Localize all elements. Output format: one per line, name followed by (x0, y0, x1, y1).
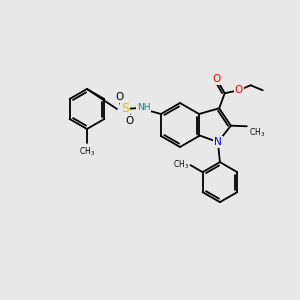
Text: NH: NH (137, 103, 151, 112)
Text: CH$_3$: CH$_3$ (173, 159, 190, 171)
Text: CH$_3$: CH$_3$ (79, 145, 95, 158)
Text: O: O (116, 92, 124, 102)
Text: N: N (214, 137, 222, 147)
Text: O: O (126, 116, 134, 126)
Text: S: S (121, 103, 129, 116)
Text: CH$_3$: CH$_3$ (249, 126, 265, 139)
Text: O: O (235, 85, 243, 95)
Text: O: O (213, 74, 221, 84)
